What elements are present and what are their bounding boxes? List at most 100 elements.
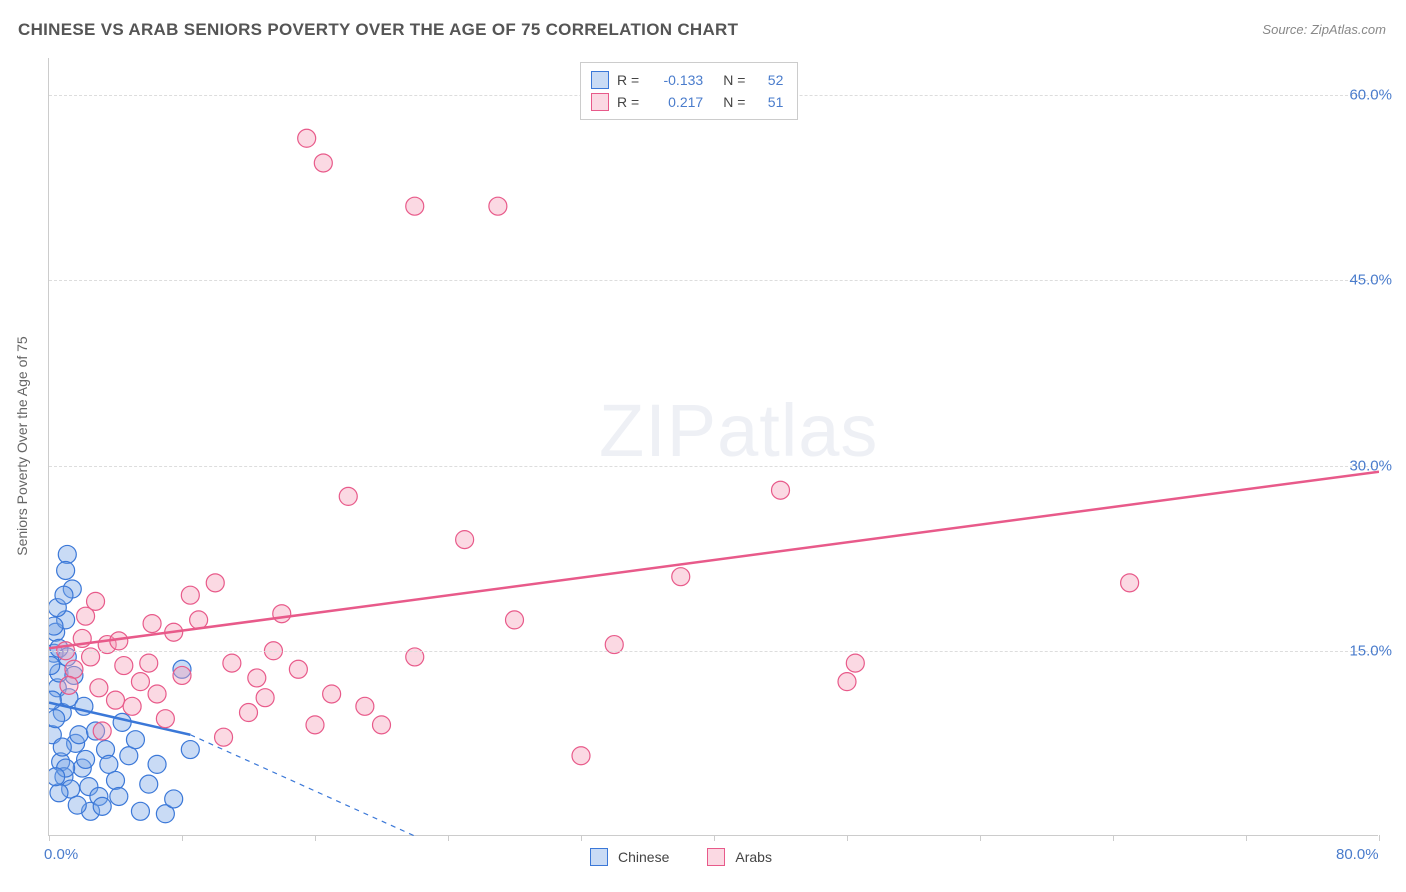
source-value: ZipAtlas.com <box>1311 22 1386 37</box>
data-point <box>489 197 507 215</box>
data-point <box>181 586 199 604</box>
legend-swatch <box>591 71 609 89</box>
x-tick <box>49 835 50 841</box>
x-axis-end-label: 80.0% <box>1336 846 1379 863</box>
data-point <box>49 710 65 728</box>
data-point <box>131 802 149 820</box>
data-point <box>181 741 199 759</box>
data-point <box>60 676 78 694</box>
page-title: CHINESE VS ARAB SENIORS POVERTY OVER THE… <box>18 20 738 40</box>
x-tick <box>980 835 981 841</box>
correlation-legend: R = -0.133 N = 52R = 0.217 N = 51 <box>580 62 798 120</box>
legend-swatch <box>591 93 609 111</box>
data-point <box>50 784 68 802</box>
data-point <box>206 574 224 592</box>
data-point <box>323 685 341 703</box>
data-point <box>165 790 183 808</box>
data-point <box>373 716 391 734</box>
data-point <box>223 654 241 672</box>
x-tick <box>1379 835 1380 841</box>
x-axis-origin-label: 0.0% <box>44 846 78 863</box>
x-tick <box>315 835 316 841</box>
legend-r-value: 0.217 <box>649 91 703 113</box>
data-point <box>506 611 524 629</box>
legend-row: R =-0.133N =52 <box>591 69 783 91</box>
data-point <box>65 660 83 678</box>
data-point <box>126 731 144 749</box>
data-point <box>107 691 125 709</box>
legend-n-value: 51 <box>755 91 783 113</box>
data-point <box>90 679 108 697</box>
legend-r-value: -0.133 <box>649 69 703 91</box>
source-attribution: Source: ZipAtlas.com <box>1262 22 1386 37</box>
data-point <box>215 728 233 746</box>
x-tick <box>448 835 449 841</box>
data-point <box>55 586 73 604</box>
data-point <box>838 673 856 691</box>
data-point <box>93 722 111 740</box>
legend-n-value: 52 <box>755 69 783 91</box>
data-point <box>93 797 111 815</box>
gridline <box>49 280 1378 281</box>
y-tick-label: 30.0% <box>1349 457 1392 474</box>
data-point <box>123 697 141 715</box>
data-point <box>120 747 138 765</box>
data-point <box>49 691 61 709</box>
legend-series-label: Arabs <box>735 849 772 865</box>
trend-line <box>49 472 1379 649</box>
legend-n-label: N = <box>723 91 745 113</box>
gridline <box>49 466 1378 467</box>
data-point <box>113 713 131 731</box>
scatter-plot-svg <box>49 58 1379 836</box>
data-point <box>156 710 174 728</box>
data-point <box>140 654 158 672</box>
legend-swatch <box>590 848 608 866</box>
data-point <box>456 531 474 549</box>
data-point <box>1121 574 1139 592</box>
data-point <box>107 771 125 789</box>
legend-series-label: Chinese <box>618 849 669 865</box>
x-tick <box>714 835 715 841</box>
legend-r-label: R = <box>617 91 639 113</box>
data-point <box>57 561 75 579</box>
legend-row: R = 0.217 N = 51 <box>591 91 783 113</box>
data-point <box>273 605 291 623</box>
data-point <box>240 704 258 722</box>
data-point <box>190 611 208 629</box>
source-label: Source: <box>1262 22 1307 37</box>
legend-swatch <box>707 848 725 866</box>
legend-r-label: R = <box>617 69 639 91</box>
data-point <box>314 154 332 172</box>
data-point <box>256 689 274 707</box>
chart-area: ZIPatlas <box>48 58 1378 836</box>
data-point <box>53 738 71 756</box>
data-point <box>289 660 307 678</box>
data-point <box>131 673 149 691</box>
data-point <box>100 755 118 773</box>
y-tick-label: 60.0% <box>1349 87 1392 104</box>
data-point <box>672 568 690 586</box>
data-point <box>306 716 324 734</box>
data-point <box>846 654 864 672</box>
data-point <box>49 768 65 786</box>
data-point <box>148 685 166 703</box>
data-point <box>110 787 128 805</box>
x-tick <box>1113 835 1114 841</box>
data-point <box>68 796 86 814</box>
data-point <box>248 669 266 687</box>
y-axis-label: Seniors Poverty Over the Age of 75 <box>14 336 30 555</box>
data-point <box>572 747 590 765</box>
x-tick <box>1246 835 1247 841</box>
data-point <box>115 657 133 675</box>
trend-line-extrapolated <box>190 735 414 836</box>
data-point <box>339 487 357 505</box>
data-point <box>70 726 88 744</box>
y-tick-label: 45.0% <box>1349 272 1392 289</box>
x-tick <box>847 835 848 841</box>
data-point <box>356 697 374 715</box>
data-point <box>772 481 790 499</box>
data-point <box>148 755 166 773</box>
data-point <box>87 592 105 610</box>
series-legend: Chinese Arabs <box>590 848 800 866</box>
x-tick <box>182 835 183 841</box>
